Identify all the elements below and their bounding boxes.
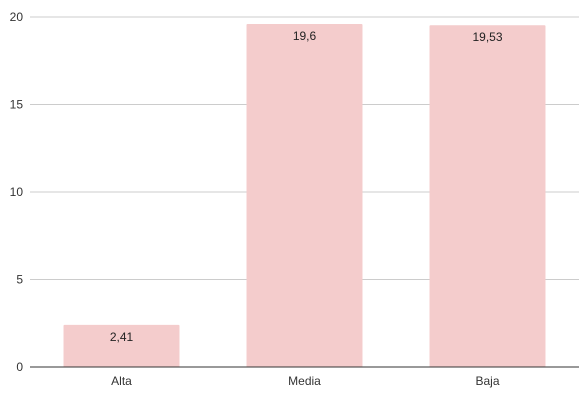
bar-media: [246, 24, 363, 367]
x-tick-label-alta: Alta: [111, 374, 132, 388]
bar-alta: [63, 324, 180, 367]
data-labels: 2,41 19,6 19,53: [110, 29, 503, 344]
x-tick-label-baja: Baja: [475, 374, 499, 388]
y-tick-label: 5: [16, 273, 23, 287]
y-tick-label: 0: [16, 360, 23, 374]
data-label-alta: 2,41: [110, 330, 134, 344]
bar-baja: [429, 25, 546, 367]
x-axis-ticks: Alta Media Baja: [111, 374, 500, 388]
y-axis-ticks: 0 5 10 15 20: [10, 10, 24, 374]
bars: [63, 24, 546, 367]
data-label-baja: 19,53: [472, 30, 502, 44]
y-tick-label: 15: [10, 98, 24, 112]
y-tick-label: 10: [10, 185, 24, 199]
y-tick-label: 20: [10, 10, 24, 24]
data-label-media: 19,6: [293, 29, 317, 43]
x-tick-label-media: Media: [288, 374, 321, 388]
